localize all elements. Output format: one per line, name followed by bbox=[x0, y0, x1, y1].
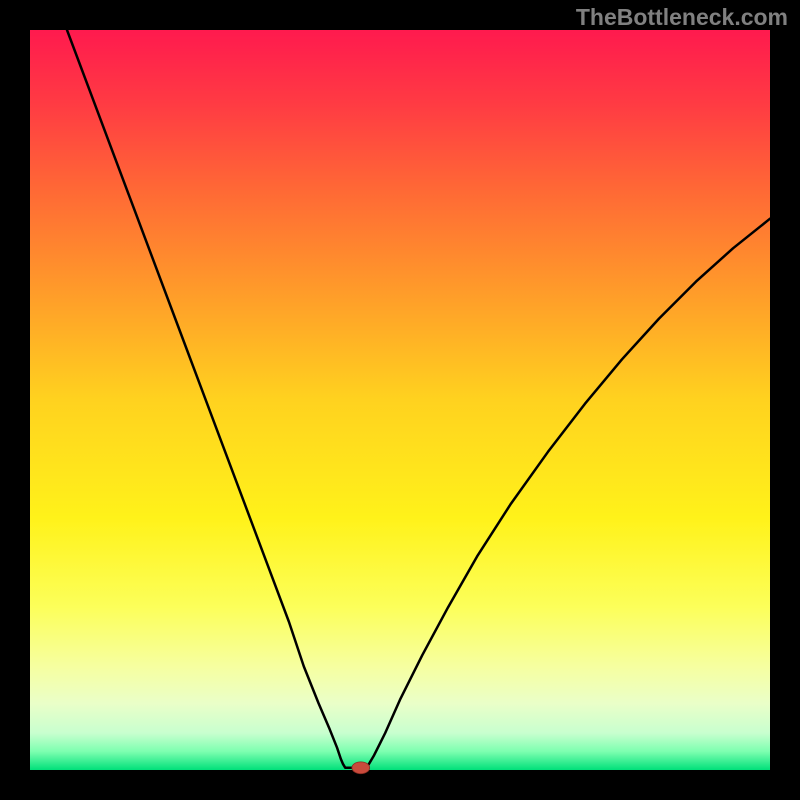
chart-frame: TheBottleneck.com bbox=[0, 0, 800, 800]
optimal-point-marker bbox=[352, 762, 370, 774]
watermark-label: TheBottleneck.com bbox=[576, 4, 788, 31]
chart-svg bbox=[0, 0, 800, 800]
plot-background bbox=[30, 30, 770, 770]
